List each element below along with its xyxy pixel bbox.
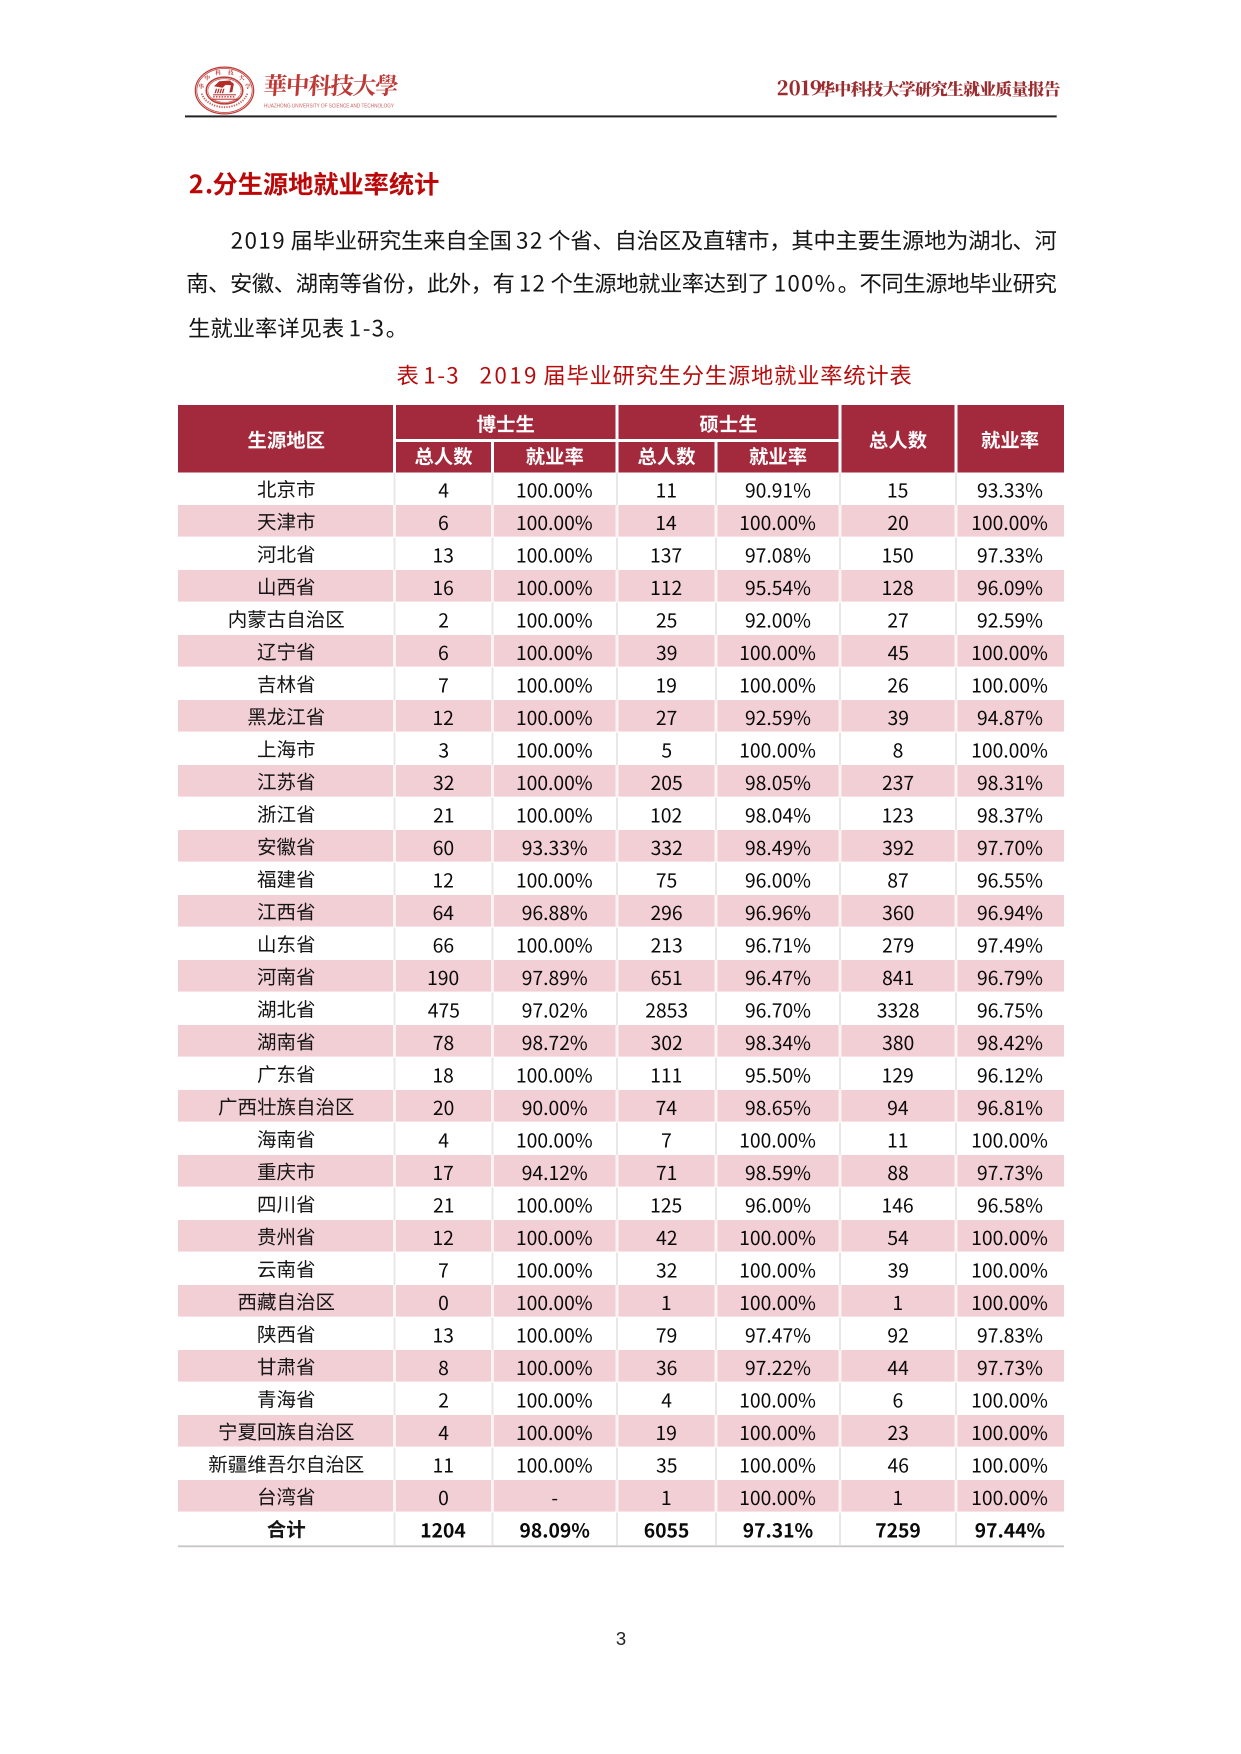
svg-text:HUAZHONG UNIVERSITY OF SCIENCE: HUAZHONG UNIVERSITY OF SCIENCE AND TECHN… [264,104,394,110]
svg-text:3: 3 [616,1628,626,1649]
